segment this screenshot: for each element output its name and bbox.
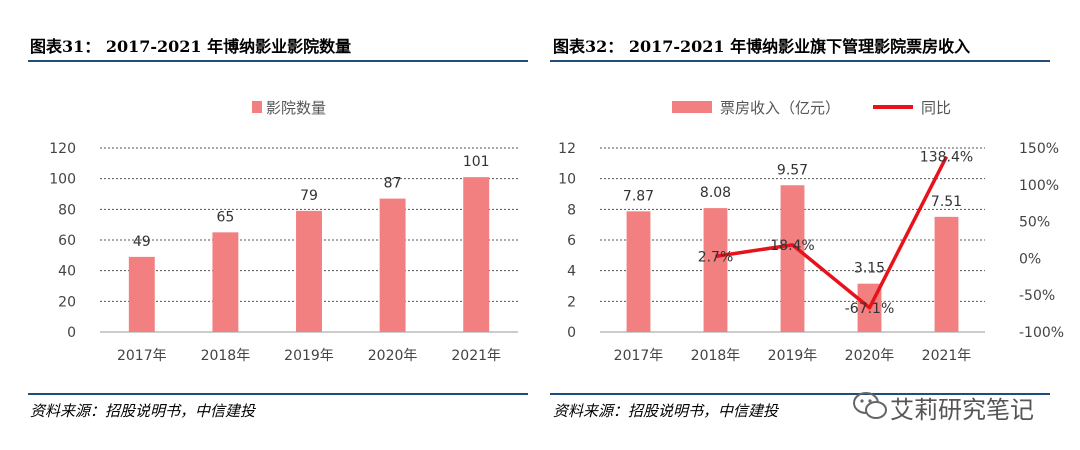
right-footer-rule xyxy=(550,393,1050,395)
left-x-tick: 2017年 xyxy=(117,348,167,364)
right-x-tick: 2017年 xyxy=(614,348,664,364)
left-y-tick: 120 xyxy=(49,141,76,157)
watermark: 艾莉研究笔记 xyxy=(852,386,1062,426)
left-y-tick: 60 xyxy=(58,233,76,249)
left-footer-rule xyxy=(28,393,528,395)
left-y-tick: 80 xyxy=(58,202,76,218)
left-y-tick: 100 xyxy=(49,172,76,188)
watermark-text: 艾莉研究笔记 xyxy=(890,396,1034,424)
right-title-rule xyxy=(550,60,1050,62)
left-x-tick: 2019年 xyxy=(284,348,334,364)
right-y-tick: 2 xyxy=(567,294,576,310)
left-x-tick: 2018年 xyxy=(201,348,251,364)
right-bar xyxy=(703,208,728,332)
right-line-label: 138.4% xyxy=(920,150,973,166)
left-title-rule xyxy=(28,60,528,62)
left-bar-label: 87 xyxy=(384,176,402,192)
left-y-tick: 40 xyxy=(58,264,76,280)
left-bar xyxy=(379,198,406,332)
right-line-label: 2.7% xyxy=(698,249,734,265)
left-source-note: 资料来源：招股说明书，中信建投 xyxy=(30,402,256,420)
left-bar-label: 101 xyxy=(463,154,490,170)
right-y-tick: 8 xyxy=(567,202,576,218)
right-bar-label: 7.51 xyxy=(931,194,962,210)
right-y2-tick: -50% xyxy=(1019,288,1055,304)
left-legend-swatch xyxy=(252,101,262,113)
left-bar-label: 49 xyxy=(133,234,151,250)
right-y2-tick: 100% xyxy=(1019,178,1059,194)
right-bar xyxy=(934,216,959,332)
right-legend-swatch-bar xyxy=(672,101,712,113)
right-y2-tick: -100% xyxy=(1019,325,1064,341)
right-x-tick: 2021年 xyxy=(922,348,972,364)
right-y2-tick: 50% xyxy=(1019,215,1050,231)
right-legend-label-bar: 票房收入（亿元） xyxy=(720,99,840,117)
right-legend-label-line: 同比 xyxy=(921,99,951,117)
right-x-tick: 2018年 xyxy=(691,348,741,364)
right-source-note: 资料来源：招股说明书，中信建投 xyxy=(553,402,779,420)
left-legend-label: 影院数量 xyxy=(266,99,326,117)
right-x-tick: 2020年 xyxy=(845,348,895,364)
right-bar-label: 3.15 xyxy=(854,261,885,277)
right-chart-title: 图表32： 2017-2021 年博纳影业旗下管理影院票房收入 xyxy=(553,37,971,56)
left-bar-label: 79 xyxy=(300,188,318,204)
left-bar xyxy=(463,177,490,332)
left-bar xyxy=(128,256,155,332)
left-bar xyxy=(212,232,239,332)
right-y-tick: 12 xyxy=(558,141,576,157)
right-y-tick: 10 xyxy=(558,172,576,188)
right-bar xyxy=(626,211,651,332)
left-chart-title: 图表31： 2017-2021 年博纳影业影院数量 xyxy=(30,37,352,56)
right-bar xyxy=(780,185,805,332)
right-y2-tick: 150% xyxy=(1019,141,1059,157)
left-x-tick: 2021年 xyxy=(451,348,501,364)
left-bar-label: 65 xyxy=(216,209,234,225)
right-line-label: 18.4% xyxy=(770,238,814,254)
wechat-icon xyxy=(853,392,887,419)
left-y-tick: 20 xyxy=(58,294,76,310)
left-y-tick: 0 xyxy=(67,325,76,341)
right-y-tick: 0 xyxy=(567,325,576,341)
left-x-tick: 2020年 xyxy=(368,348,418,364)
left-bar xyxy=(296,210,322,332)
right-y-tick: 4 xyxy=(567,264,576,280)
right-line-label: -67.1% xyxy=(845,301,895,317)
right-bar-label: 9.57 xyxy=(777,162,808,178)
right-bar-label: 8.08 xyxy=(700,185,731,201)
right-y-tick: 6 xyxy=(567,233,576,249)
right-y2-tick: 0% xyxy=(1019,251,1041,267)
right-bar-label: 7.87 xyxy=(623,188,654,204)
right-x-tick: 2019年 xyxy=(768,348,818,364)
right-line-series xyxy=(715,155,949,310)
